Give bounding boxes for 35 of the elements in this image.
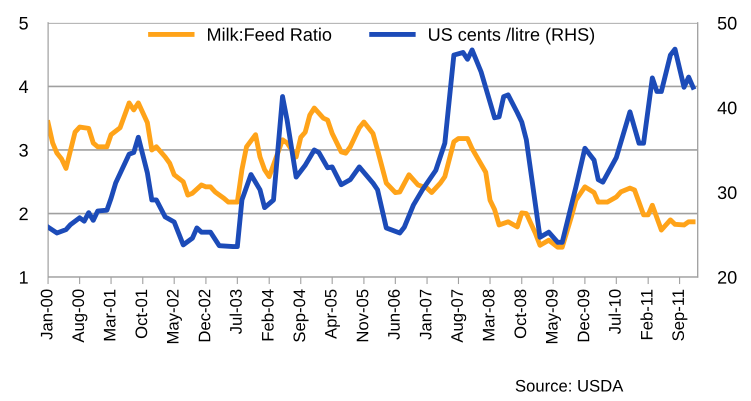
x-tick-label: Aug-07 <box>451 290 466 343</box>
x-tick-label: Nov-05 <box>356 290 368 342</box>
y-tick-label: 2 <box>19 207 28 220</box>
line-series <box>48 100 696 250</box>
y2-tick-label: 40 <box>718 102 736 114</box>
x-tick-label: May-09 <box>546 290 561 344</box>
x-tick-label: Sep-04 <box>293 289 309 342</box>
source-note: Source: USDA <box>516 380 624 392</box>
x-tick-label: Feb-11 <box>640 290 653 340</box>
y-tick-label: 4 <box>18 80 28 93</box>
x-tick-label: Oct-01 <box>135 290 148 338</box>
x-tick-label: Mar-08 <box>482 290 495 340</box>
y-tick-label: 5 <box>19 16 28 30</box>
legend-label: Milk:Feed Ratio <box>208 28 332 41</box>
x-tick-label: Jul-03 <box>230 290 242 334</box>
y2-tick-label: 30 <box>718 186 736 200</box>
x-tick-label: Dec-02 <box>198 290 210 342</box>
x-tick-label: Jan-07 <box>420 290 432 340</box>
legend-label: US cents /litre (RHS) <box>429 28 594 44</box>
x-tick-label: Mar-01 <box>104 290 116 340</box>
x-tick-label: Oct-08 <box>514 290 526 338</box>
y-tick-label: 3 <box>19 144 28 157</box>
x-tick-label: Jan-00 <box>40 290 53 340</box>
x-tick-label: Jun-06 <box>388 290 400 340</box>
y-tick-label: 1 <box>20 271 28 284</box>
y2-tick-label: 50 <box>718 16 736 30</box>
x-tick-label: Apr-05 <box>324 290 340 339</box>
x-tick-label: Feb-04 <box>261 289 274 340</box>
x-tick-label: Dec-09 <box>578 290 590 342</box>
x-tick-label: Sep-11 <box>672 290 688 341</box>
x-tick-label: May-02 <box>166 290 182 344</box>
line-series <box>48 46 696 250</box>
x-tick-label: Jul-10 <box>608 290 621 334</box>
y2-tick-label: 20 <box>718 271 736 284</box>
x-tick-label: Aug-00 <box>72 290 88 343</box>
